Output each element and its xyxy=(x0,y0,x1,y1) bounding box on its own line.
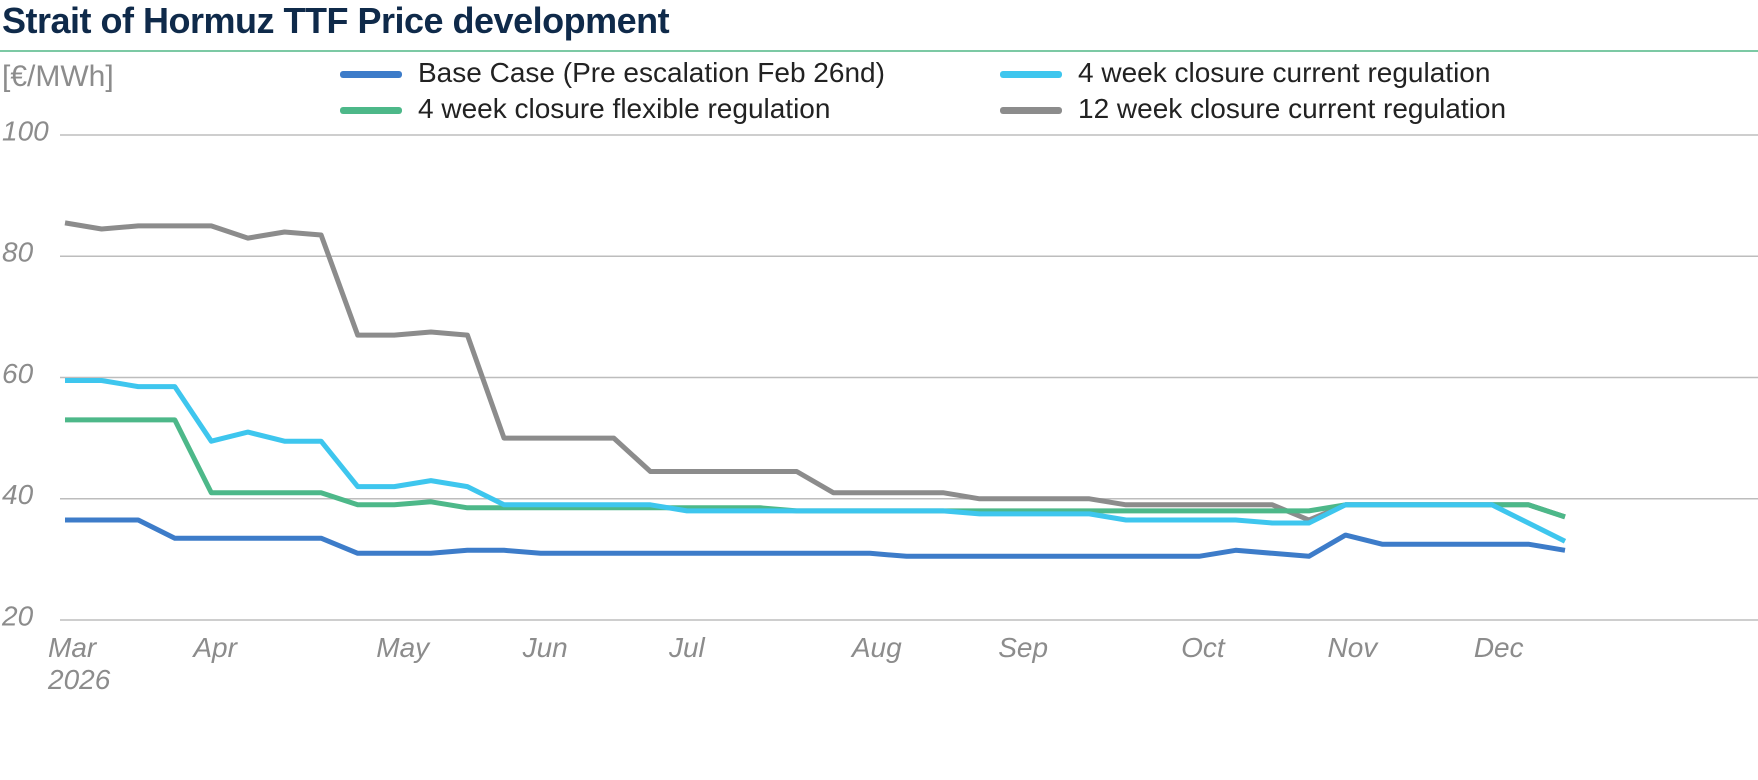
legend-swatch xyxy=(340,71,402,78)
legend-swatch xyxy=(1000,107,1062,114)
legend-label: 12 week closure current regulation xyxy=(1078,93,1507,124)
y-tick-label: 20 xyxy=(1,600,34,631)
x-tick-label: Mar 2026 xyxy=(48,632,111,695)
x-tick-label: Nov xyxy=(1327,632,1378,663)
y-axis-label: [€/MWh] xyxy=(2,60,114,93)
legend-label: 4 week closure current regulation xyxy=(1078,57,1491,88)
x-tick-label: Jul xyxy=(668,632,705,663)
y-tick-label: 100 xyxy=(2,115,49,146)
x-tick-label: Sep xyxy=(998,632,1049,663)
series-line xyxy=(65,417,1566,520)
legend-swatch xyxy=(1000,71,1062,78)
x-tick-label: May xyxy=(376,632,430,663)
x-tick-label: Dec xyxy=(1473,632,1524,663)
chart-title: Strait of Hormuz TTF Price development xyxy=(2,0,670,41)
legend-label: 4 week closure flexible regulation xyxy=(418,93,831,124)
series-line xyxy=(64,220,1566,523)
series-line xyxy=(65,517,1566,559)
y-tick-label: 60 xyxy=(2,358,34,389)
y-tick-label: 40 xyxy=(2,479,34,510)
x-tick-label: Jun xyxy=(522,632,568,663)
legend-swatch xyxy=(340,107,402,114)
series-line xyxy=(65,378,1567,544)
x-tick-label: Aug xyxy=(851,632,902,663)
x-tick-label: Apr xyxy=(193,632,237,663)
legend-label: Base Case (Pre escalation Feb 26nd) xyxy=(418,57,885,88)
y-tick-label: 80 xyxy=(2,237,34,268)
x-tick-label: Oct xyxy=(1181,632,1225,663)
